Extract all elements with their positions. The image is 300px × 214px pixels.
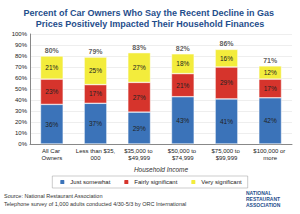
svg-text:70%: 70% bbox=[15, 64, 28, 70]
svg-text:$75,000 to: $75,000 to bbox=[211, 148, 241, 154]
svg-text:42%: 42% bbox=[264, 117, 277, 124]
svg-text:17%: 17% bbox=[264, 85, 277, 92]
svg-text:40%: 40% bbox=[15, 97, 28, 103]
svg-text:RESTAURANT: RESTAURANT bbox=[246, 196, 282, 202]
svg-text:Just somewhat: Just somewhat bbox=[70, 179, 110, 185]
svg-text:21%: 21% bbox=[45, 64, 58, 71]
svg-text:16%: 16% bbox=[220, 55, 233, 62]
svg-text:23%: 23% bbox=[45, 88, 58, 95]
svg-text:10%: 10% bbox=[15, 130, 28, 136]
svg-text:82%: 82% bbox=[176, 45, 191, 52]
svg-text:27%: 27% bbox=[133, 94, 146, 101]
svg-text:12%: 12% bbox=[264, 69, 277, 76]
svg-text:60%: 60% bbox=[15, 75, 28, 81]
svg-text:79%: 79% bbox=[88, 48, 103, 55]
svg-text:36%: 36% bbox=[45, 121, 58, 128]
svg-text:ASSOCIATION: ASSOCIATION bbox=[246, 202, 281, 208]
svg-text:more: more bbox=[263, 155, 277, 161]
svg-text:30%: 30% bbox=[15, 108, 28, 114]
svg-text:000: 000 bbox=[90, 155, 101, 161]
svg-text:Less than $35,: Less than $35, bbox=[76, 148, 116, 154]
svg-text:All Car: All Car bbox=[42, 148, 62, 154]
svg-text:$35,000 to: $35,000 to bbox=[124, 148, 154, 154]
svg-text:80%: 80% bbox=[45, 47, 60, 54]
svg-text:50%: 50% bbox=[15, 86, 28, 92]
svg-text:$99,999: $99,999 bbox=[216, 155, 238, 161]
svg-text:41%: 41% bbox=[220, 118, 233, 125]
svg-text:Fairly significant: Fairly significant bbox=[134, 179, 177, 185]
svg-text:83%: 83% bbox=[132, 44, 147, 51]
svg-text:Very significant: Very significant bbox=[201, 179, 242, 185]
svg-text:43%: 43% bbox=[176, 117, 189, 124]
svg-text:27%: 27% bbox=[133, 64, 146, 71]
svg-text:29%: 29% bbox=[220, 79, 233, 86]
svg-text:80%: 80% bbox=[15, 53, 28, 59]
svg-text:86%: 86% bbox=[219, 40, 234, 47]
svg-text:0%: 0% bbox=[18, 141, 27, 147]
svg-text:$49,999: $49,999 bbox=[128, 155, 150, 161]
svg-text:$50,000 to: $50,000 to bbox=[168, 148, 198, 154]
svg-text:37%: 37% bbox=[89, 120, 102, 127]
svg-text:18%: 18% bbox=[176, 60, 189, 67]
svg-text:25%: 25% bbox=[89, 67, 102, 74]
svg-text:Telephone survey of 1,000 adul: Telephone survey of 1,000 adults conduct… bbox=[4, 201, 186, 207]
svg-text:71%: 71% bbox=[263, 57, 278, 64]
svg-text:21%: 21% bbox=[176, 82, 189, 89]
svg-text:$100,000 or: $100,000 or bbox=[253, 148, 287, 154]
svg-text:Household Income: Household Income bbox=[134, 166, 189, 173]
svg-text:$74,999: $74,999 bbox=[172, 155, 194, 161]
svg-text:Prices Positively Impacted The: Prices Positively Impacted Their Househo… bbox=[36, 19, 265, 29]
svg-text:Percent of Car Owners Who Say: Percent of Car Owners Who Say the Recent… bbox=[23, 8, 276, 18]
svg-text:Source: National Restaurant As: Source: National Restaurant Association bbox=[4, 193, 102, 199]
svg-text:29%: 29% bbox=[133, 125, 146, 132]
svg-text:90%: 90% bbox=[15, 42, 28, 48]
svg-text:Owners: Owners bbox=[41, 155, 62, 161]
svg-text:100%: 100% bbox=[12, 31, 28, 37]
svg-text:20%: 20% bbox=[15, 119, 28, 125]
svg-text:NATIONAL: NATIONAL bbox=[246, 190, 273, 196]
svg-text:17%: 17% bbox=[89, 90, 102, 97]
